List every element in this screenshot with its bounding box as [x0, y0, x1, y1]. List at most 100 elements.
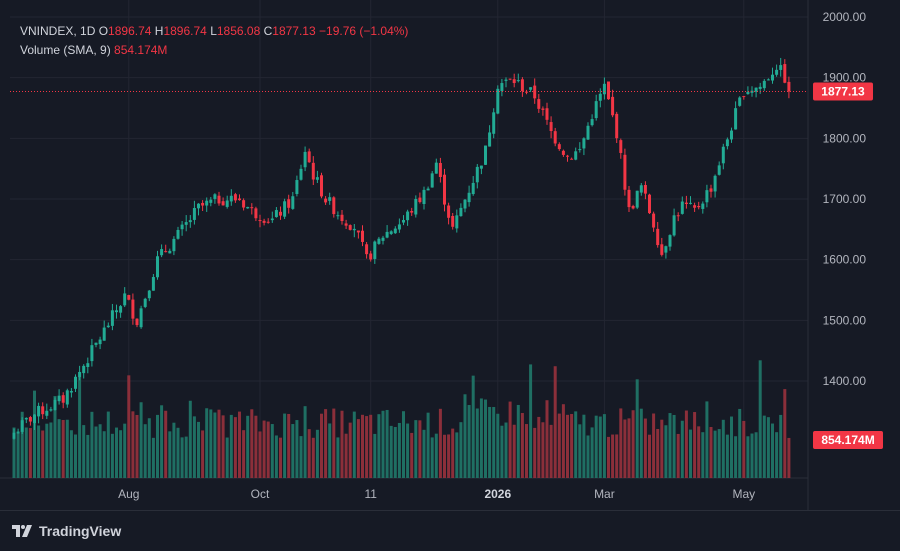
candle-body — [725, 139, 729, 147]
candle-body — [381, 237, 385, 241]
volume-bar — [738, 408, 742, 478]
candle-body — [303, 151, 307, 168]
volume-bar — [717, 429, 721, 478]
candle-body — [783, 64, 787, 83]
volume-bar — [123, 423, 127, 478]
volume-bar — [147, 418, 151, 478]
x-tick-label: Oct — [251, 487, 270, 501]
candle-body — [475, 166, 479, 183]
volume-label[interactable]: Volume (SMA, 9) — [20, 43, 111, 57]
candle-body — [447, 205, 451, 218]
volume-bar — [693, 412, 697, 478]
candle-body — [291, 196, 295, 209]
volume-bar — [520, 413, 524, 478]
volume-bar — [438, 408, 442, 478]
volume-bar — [20, 411, 24, 478]
candle-body — [557, 144, 561, 150]
volume-bar — [250, 409, 254, 478]
volume-bar — [447, 434, 451, 478]
volume-bar — [299, 436, 303, 478]
volume-bar — [352, 411, 356, 478]
tradingview-logo-icon — [12, 525, 32, 537]
low-value: 1856.08 — [216, 24, 261, 38]
tradingview-logo[interactable]: TradingView — [12, 523, 121, 539]
candle-body — [315, 177, 319, 180]
volume-bar — [574, 411, 578, 478]
volume-bar — [373, 433, 377, 478]
volume-bar — [307, 429, 311, 478]
candle-body — [160, 249, 164, 256]
volume-bar — [53, 396, 57, 478]
volume-bar — [660, 419, 664, 478]
candle-body — [311, 162, 315, 180]
volume-bar — [225, 437, 229, 478]
volume-bar — [553, 366, 557, 478]
volume-bar — [570, 414, 574, 478]
candle-body — [361, 230, 364, 242]
volume-bar — [315, 429, 319, 478]
candle-body — [771, 74, 774, 81]
candle-body — [41, 406, 45, 415]
candle-body — [672, 215, 676, 236]
candle-body — [574, 151, 578, 160]
candle-body — [746, 91, 750, 95]
volume-bar — [598, 416, 602, 478]
volume-bar — [488, 406, 492, 478]
volume-bar — [127, 375, 131, 478]
candle-body — [143, 298, 147, 307]
candle-body — [393, 228, 397, 234]
candle-body — [602, 83, 606, 95]
candle-body — [352, 228, 356, 231]
volume-bar — [180, 437, 184, 478]
candle-body — [615, 113, 619, 139]
candle-body — [180, 224, 184, 230]
high-label: H — [154, 24, 164, 38]
chart-area[interactable]: 2000.00 1900.00 1800.00 1700.00 1600.00 1500.… — [0, 0, 900, 510]
candle-body — [61, 395, 65, 403]
candle-body — [279, 211, 282, 216]
candle-body — [549, 122, 553, 131]
candle-body — [102, 327, 106, 341]
candle-body — [192, 208, 196, 220]
volume-bar — [656, 428, 660, 478]
volume-bar — [279, 437, 282, 478]
candle-body — [586, 125, 590, 140]
y-tick-label: 2000.00 — [823, 10, 867, 24]
candle-body — [356, 230, 360, 233]
candle-body — [320, 175, 323, 197]
volume-bar — [463, 394, 467, 478]
volume-bar — [602, 414, 606, 478]
volume-bar — [176, 427, 180, 478]
volume-bar — [492, 407, 496, 478]
candle-body — [254, 208, 258, 219]
candle-body — [787, 81, 791, 92]
volume-bar — [664, 425, 668, 478]
candle-body — [635, 190, 639, 208]
volume-bar — [443, 434, 446, 478]
volume-bar — [213, 412, 217, 478]
volume-bar — [578, 424, 582, 478]
candle-body — [738, 97, 742, 106]
volume-bar — [721, 419, 725, 478]
price-chart[interactable]: 2000.00 1900.00 1800.00 1700.00 1600.00 1500.… — [0, 0, 900, 510]
symbol-label[interactable]: VNINDEX — [20, 24, 74, 38]
footer: TradingView — [0, 510, 900, 551]
candle-body — [369, 253, 373, 260]
candle-body — [184, 222, 188, 225]
volume-bar — [512, 424, 516, 478]
candle-body — [508, 78, 512, 80]
volume-bar — [754, 432, 758, 478]
candle-body — [578, 149, 582, 151]
candle-body — [274, 210, 278, 218]
volume-bar — [78, 376, 82, 478]
volume-bar — [742, 420, 746, 478]
volume-bar — [459, 422, 463, 478]
volume-bar — [389, 425, 393, 478]
candle-body — [238, 198, 241, 201]
candle-body — [709, 188, 713, 192]
candle-body — [721, 146, 725, 164]
volume-bar — [262, 420, 266, 478]
interval-label[interactable]: 1D — [80, 24, 96, 38]
volume-bar — [750, 433, 754, 478]
volume-bar — [197, 421, 200, 478]
